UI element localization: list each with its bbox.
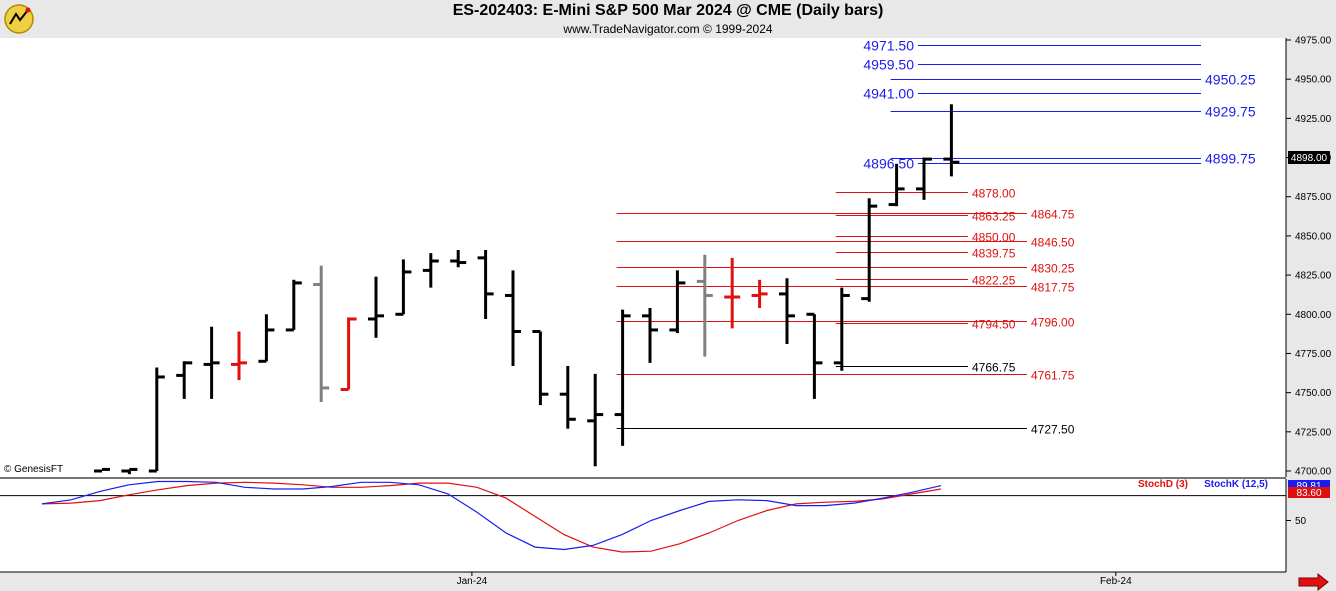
watermark: © GenesisFT xyxy=(4,464,63,475)
price-level-label: 4929.75 xyxy=(1205,104,1256,120)
last-price-label: 4898.00 xyxy=(1291,153,1328,164)
ohlc-bar xyxy=(696,254,713,357)
ohlc-bar xyxy=(751,279,768,309)
stochastic-lines: 50 xyxy=(0,480,1307,553)
price-tick-label: 4750.00 xyxy=(1295,388,1332,399)
price-level-label: 4794.50 xyxy=(972,318,1016,332)
stoch-k-last-badge xyxy=(1288,480,1330,490)
price-level-label: 4971.50 xyxy=(863,38,914,54)
ohlc-bar xyxy=(614,309,631,446)
price-level-label: 4896.50 xyxy=(863,156,914,172)
ohlc-bar xyxy=(505,270,521,366)
price-tick-label: 4850.00 xyxy=(1295,231,1332,242)
last-price-badge xyxy=(1288,151,1330,164)
price-level-label: 4796.00 xyxy=(1031,316,1075,330)
ohlc-bar xyxy=(669,270,686,334)
ohlc-bar xyxy=(559,365,576,429)
price-level-label: 4941.00 xyxy=(863,86,914,102)
stoch-d-legend: StochD (3) xyxy=(1138,479,1188,490)
ohlc-bar xyxy=(148,367,165,473)
stoch-d-last-badge xyxy=(1288,487,1330,498)
price-tick-label: 4975.00 xyxy=(1295,36,1332,47)
stochastic-pane[interactable]: 50 StochD (3) StochK (12,5) 89.81 83.60 xyxy=(0,477,1336,572)
ohlc-bar xyxy=(313,265,330,403)
price-level-label: 4864.75 xyxy=(1031,208,1075,222)
ohlc-bar xyxy=(258,314,275,363)
ohlc-bar xyxy=(779,278,795,345)
price-level-label: 4727.50 xyxy=(1031,423,1075,437)
scroll-right-arrow-icon[interactable] xyxy=(1298,572,1329,591)
ohlc-bar xyxy=(94,467,110,473)
price-pane[interactable]: 4971.50 4959.50 4950.25 4941.00 4929.75 4899.… xyxy=(0,36,1336,478)
stochastic-pane-background xyxy=(0,479,1286,572)
ohlc-bar xyxy=(916,157,932,200)
time-axis: Jan-24 Feb-24 xyxy=(0,571,1336,591)
price-level-label: 4839.75 xyxy=(972,247,1016,261)
ohlc-bar xyxy=(477,250,494,319)
stoch-k-legend: StochK (12,5) xyxy=(1204,479,1268,490)
ohlc-bar xyxy=(724,257,741,329)
price-level-label: 4863.25 xyxy=(972,210,1016,224)
ohlc-bar xyxy=(833,287,850,371)
price-tick-label: 4825.00 xyxy=(1295,271,1332,282)
ohlc-bar xyxy=(450,250,467,268)
price-pane-background xyxy=(0,38,1286,477)
price-level-label: 4850.00 xyxy=(972,231,1016,245)
ohlc-bar xyxy=(422,253,439,288)
trade-navigator-logo-icon xyxy=(4,4,34,34)
price-level-label: 4761.75 xyxy=(1031,369,1075,383)
price-level-label: 4950.25 xyxy=(1205,72,1256,88)
ohlc-bar xyxy=(888,163,905,207)
price-level-label: 4817.75 xyxy=(1031,281,1075,295)
ohlc-bar xyxy=(587,373,604,467)
chart-subtitle: www.TradeNavigator.com © 1999-2024 xyxy=(563,22,773,36)
price-level-label: 4822.25 xyxy=(972,274,1016,288)
price-bars xyxy=(94,104,960,475)
price-tick-label: 4925.00 xyxy=(1295,114,1332,125)
price-axis: 4700.00 4725.00 4750.00 4775.00 4800.00 4825.… xyxy=(1285,36,1336,478)
stoch-series-line xyxy=(41,480,942,551)
ohlc-bar xyxy=(395,259,412,316)
ohlc-bar xyxy=(861,198,878,302)
ohlc-bar xyxy=(943,104,960,177)
price-tick-label: 4725.00 xyxy=(1295,427,1332,438)
stoch-tick-label: 50 xyxy=(1295,516,1307,527)
ohlc-bar xyxy=(642,308,658,363)
price-tick-label: 4800.00 xyxy=(1295,310,1332,321)
price-tick-label: 4875.00 xyxy=(1295,192,1332,203)
ohlc-bar xyxy=(285,279,302,332)
ohlc-bar xyxy=(176,361,193,399)
stoch-d-last-label: 83.60 xyxy=(1296,488,1321,499)
price-tick-label: 4775.00 xyxy=(1295,349,1332,360)
ohlc-bar xyxy=(121,467,138,475)
ohlc-bar xyxy=(368,276,384,338)
price-tick-label: 4950.00 xyxy=(1295,75,1332,86)
ohlc-bar xyxy=(231,331,247,381)
price-tick-label: 4700.00 xyxy=(1295,467,1332,478)
time-tick-label: Feb-24 xyxy=(1100,576,1132,587)
price-level-label: 4846.50 xyxy=(1031,236,1075,250)
time-tick-label: Jan-24 xyxy=(457,576,488,587)
chart-title: ES-202403: E-Mini S&P 500 Mar 2024 @ CME… xyxy=(452,2,884,19)
ohlc-bar xyxy=(340,317,357,392)
ohlc-bar xyxy=(532,330,549,406)
chart-header: ES-202403: E-Mini S&P 500 Mar 2024 @ CME… xyxy=(0,0,1336,38)
ohlc-bar xyxy=(203,326,220,399)
price-level-label: 4766.75 xyxy=(972,361,1016,375)
price-level-label: 4959.50 xyxy=(863,57,914,73)
price-levels: 4971.50 4959.50 4950.25 4941.00 4929.75 4899.… xyxy=(616,38,1256,437)
price-level-label: 4899.75 xyxy=(1205,151,1256,167)
ohlc-bar xyxy=(806,312,823,399)
stoch-k-last-label: 89.81 xyxy=(1296,481,1321,492)
price-level-label: 4830.25 xyxy=(1031,262,1075,276)
price-level-label: 4878.00 xyxy=(972,187,1016,201)
